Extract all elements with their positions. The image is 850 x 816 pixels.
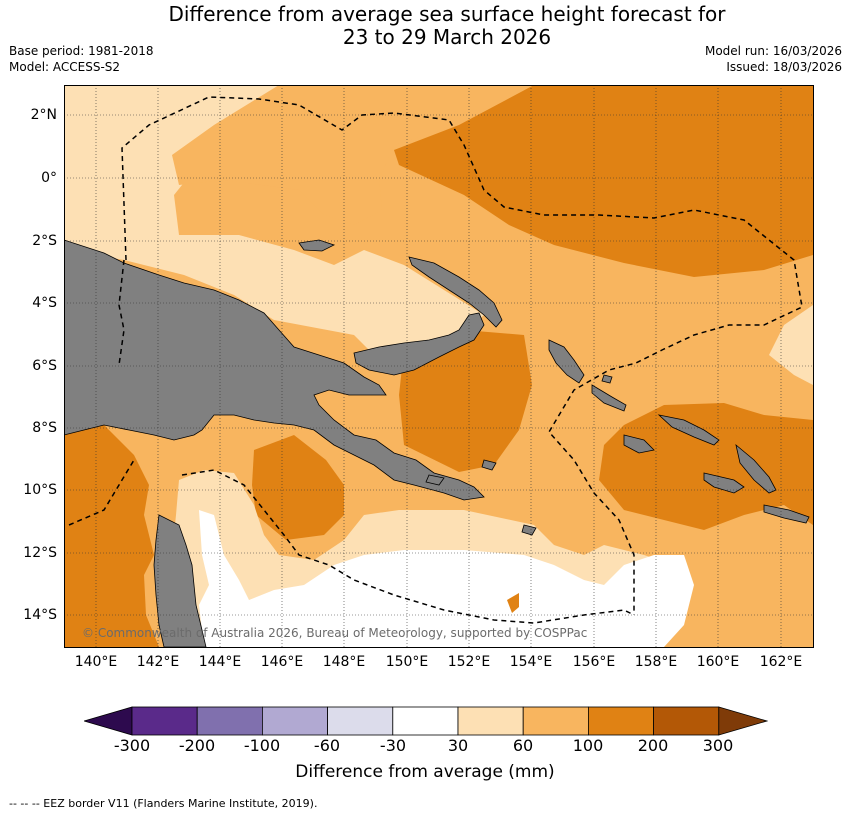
colorbar-extend-low xyxy=(84,706,133,736)
band-100-200-northeast xyxy=(394,85,813,277)
lon-label-158e: 158°E xyxy=(634,654,678,670)
band-30-60-west xyxy=(64,85,484,375)
cb-tick-30: 30 xyxy=(447,736,469,755)
colorbar-segment xyxy=(261,706,328,736)
land-new-guinea xyxy=(64,239,485,501)
map-svg xyxy=(64,85,813,647)
lon-label-162e: 162°E xyxy=(759,654,803,670)
land-new-britain xyxy=(353,312,485,376)
lat-label-2n: 2°N xyxy=(30,107,57,123)
colorbar-segment xyxy=(392,706,459,736)
meta-right: Model run: 16/03/2026 Issued: 18/03/2026 xyxy=(705,43,842,75)
lon-label-142e: 142°E xyxy=(136,654,180,670)
lat-label-14s: 14°S xyxy=(23,607,57,623)
lon-label-148e: 148°E xyxy=(322,654,366,670)
band-neutral-south xyxy=(199,510,694,647)
land-manus xyxy=(298,239,336,252)
eez-footnote: -- -- -- EEZ border V11 (Flanders Marine… xyxy=(9,797,318,810)
base-period: Base period: 1981-2018 xyxy=(9,44,154,58)
colorbar-segment xyxy=(327,706,394,736)
colorbar-extend-high xyxy=(718,706,768,736)
cb-tick-neg60: -60 xyxy=(313,736,341,755)
cb-tick-neg30: -30 xyxy=(379,736,407,755)
land-trobriand xyxy=(481,459,497,471)
band-100-200-gulf xyxy=(64,425,159,647)
land-dentrecasteaux xyxy=(425,474,445,486)
cb-tick-neg100: -100 xyxy=(243,736,281,755)
colorbar-segment xyxy=(196,706,263,736)
land-new-ireland xyxy=(408,256,503,328)
lat-label-4s: 4°S xyxy=(32,295,57,311)
lon-label-144e: 144°E xyxy=(198,654,242,670)
land-small-island xyxy=(601,374,613,384)
lat-label-8s: 8°S xyxy=(32,420,57,436)
cb-tick-60: 60 xyxy=(512,736,534,755)
map-panel xyxy=(64,85,813,647)
issued-date: Issued: 18/03/2026 xyxy=(726,60,842,74)
land-isabel xyxy=(657,414,720,446)
land-bougainville xyxy=(548,339,585,384)
cb-tick-200: 200 xyxy=(637,736,669,755)
lon-label-150e: 150°E xyxy=(385,654,429,670)
band-30-60-east xyxy=(769,305,813,385)
cb-tick-300: 300 xyxy=(702,736,734,755)
lat-label-10s: 10°S xyxy=(23,482,57,498)
lat-label-0: 0° xyxy=(41,170,57,186)
meta-left: Base period: 1981-2018 Model: ACCESS-S2 xyxy=(9,43,154,75)
colorbar-segment xyxy=(131,706,198,736)
land-cape-york xyxy=(153,514,207,647)
band-100-200-southwest xyxy=(252,435,344,540)
colorbar-title: Difference from average (mm) xyxy=(295,762,555,782)
land-choiseul xyxy=(591,384,627,412)
lon-label-152e: 152°E xyxy=(447,654,491,670)
lon-label-156e: 156°E xyxy=(572,654,616,670)
eez-borders xyxy=(68,96,803,624)
lat-label-6s: 6°S xyxy=(32,358,57,374)
cb-tick-100: 100 xyxy=(572,736,604,755)
land-new-georgia xyxy=(623,434,655,454)
lat-label-2s: 2°S xyxy=(32,233,57,249)
land-guadalcanal xyxy=(703,472,745,494)
model-run: Model run: 16/03/2026 xyxy=(704,44,842,58)
lon-label-140e: 140°E xyxy=(74,654,118,670)
model-name: Model: ACCESS-S2 xyxy=(9,60,121,74)
colorbar xyxy=(84,706,768,736)
band-100-200-spot xyxy=(507,593,519,613)
lon-label-146e: 146°E xyxy=(260,654,304,670)
colorbar-segment xyxy=(457,706,524,736)
chart-title: Difference from average sea surface heig… xyxy=(0,3,850,49)
land-louisiade xyxy=(521,524,537,536)
band-100-200-central xyxy=(399,330,532,472)
colorbar-segment xyxy=(653,706,720,736)
lon-label-154e: 154°E xyxy=(509,654,553,670)
copyright-notice: © Commonwealth of Australia 2026, Bureau… xyxy=(82,626,588,640)
title-line-2: 23 to 29 March 2026 xyxy=(342,25,552,49)
lon-label-160e: 160°E xyxy=(696,654,740,670)
land-malaita xyxy=(735,443,777,494)
cb-tick-neg200: -200 xyxy=(178,736,216,755)
colorbar-segment xyxy=(587,706,654,736)
band-100-200-southeast xyxy=(599,403,813,530)
colorbar-segment xyxy=(522,706,589,736)
land-makira xyxy=(763,504,810,524)
cb-tick-neg300: -300 xyxy=(113,736,151,755)
colorbar-segments xyxy=(84,706,768,736)
lat-label-12s: 12°S xyxy=(23,545,57,561)
title-line-1: Difference from average sea surface heig… xyxy=(168,2,726,26)
